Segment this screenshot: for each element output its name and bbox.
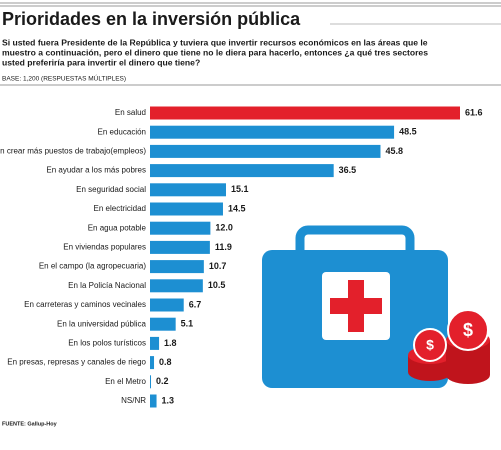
svg-text:$: $ bbox=[426, 337, 434, 353]
value-label: 1.8 bbox=[164, 338, 177, 348]
category-label: En la Policía Nacional bbox=[68, 281, 146, 290]
base-note: BASE: 1,200 (RESPUESTAS MÚLTIPLES) bbox=[2, 74, 126, 83]
category-label: En el campo (la agropecuaria) bbox=[39, 262, 147, 271]
category-label: En los polos turísticos bbox=[68, 339, 146, 348]
category-label: En presas, represas y canales de riego bbox=[7, 358, 146, 367]
category-label: En electricidad bbox=[94, 204, 146, 213]
value-label: 14.5 bbox=[228, 203, 246, 213]
bar bbox=[150, 336, 160, 350]
category-label: NS/NR bbox=[121, 396, 146, 405]
svg-text:$: $ bbox=[463, 320, 473, 340]
subtitle: muestro a continuación, pero el dinero q… bbox=[2, 47, 428, 57]
value-label: 12.0 bbox=[215, 223, 233, 233]
value-label: 61.6 bbox=[465, 107, 483, 117]
bar bbox=[150, 394, 157, 408]
bar bbox=[150, 221, 211, 235]
bar bbox=[150, 106, 460, 120]
value-label: 11.9 bbox=[215, 242, 232, 252]
value-label: 0.2 bbox=[156, 376, 169, 386]
value-label: 36.5 bbox=[339, 165, 357, 175]
bar bbox=[150, 125, 395, 139]
bar bbox=[150, 317, 176, 331]
medical-kit bbox=[262, 225, 448, 388]
source-note: FUENTE: Gallup-Hoy bbox=[2, 421, 58, 427]
value-label: 6.7 bbox=[189, 299, 202, 309]
category-label: En educación bbox=[98, 127, 146, 136]
value-label: 45.8 bbox=[385, 146, 403, 156]
value-label: 5.1 bbox=[181, 319, 194, 329]
category-label: En agua potable bbox=[88, 223, 147, 232]
value-label: 1.3 bbox=[162, 395, 175, 405]
bar bbox=[150, 240, 210, 254]
category-label: En el Metro bbox=[105, 377, 146, 386]
bar bbox=[150, 279, 203, 293]
category-label: En salud bbox=[115, 108, 146, 117]
value-label: 10.5 bbox=[208, 280, 226, 290]
bar bbox=[150, 164, 334, 178]
category-label: En ayudar a los más pobres bbox=[46, 166, 146, 175]
value-label: 48.5 bbox=[399, 127, 417, 137]
bar bbox=[150, 202, 223, 216]
subtitle: usted preferiría para invertir el dinero… bbox=[2, 57, 200, 67]
value-label: 15.1 bbox=[231, 184, 249, 194]
bar bbox=[150, 260, 204, 274]
bar bbox=[150, 144, 381, 158]
bar bbox=[150, 298, 184, 312]
category-label: En seguridad social bbox=[76, 185, 146, 194]
value-label: 0.8 bbox=[159, 357, 172, 367]
category-label: En carreteras y caminos vecinales bbox=[24, 300, 146, 309]
bar bbox=[150, 183, 226, 197]
bar bbox=[150, 356, 155, 370]
coins: $ $ bbox=[408, 309, 490, 384]
category-label: En crear más puestos de trabajo(empleos) bbox=[0, 147, 146, 156]
category-label: En viviendas populares bbox=[63, 243, 146, 252]
bar bbox=[150, 375, 152, 389]
category-label: En la universidad pública bbox=[57, 319, 146, 328]
value-label: 10.7 bbox=[209, 261, 227, 271]
subtitle: Si usted fuera Presidente de la Repúblic… bbox=[2, 37, 428, 47]
chart-title: Prioridades en la inversión pública bbox=[2, 9, 301, 29]
